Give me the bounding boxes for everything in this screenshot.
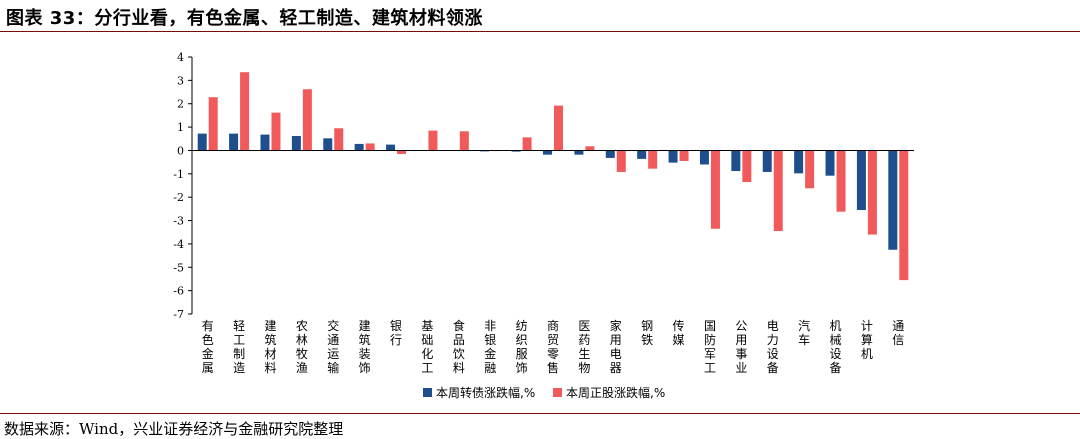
bar-series1 <box>543 150 552 155</box>
bar-series2 <box>742 150 752 182</box>
x-tick-label: 银行 <box>390 319 402 347</box>
bar-series2 <box>805 150 815 189</box>
source-note: 数据来源：Wind，兴业证券经济与金融研究院整理 <box>4 420 344 438</box>
x-tick-label: 机械设备 <box>830 319 842 375</box>
x-tick-label: 家用电器 <box>610 318 622 375</box>
x-tick-label: 基础化工 <box>421 319 433 375</box>
bar-series1 <box>731 150 741 172</box>
bar-series1 <box>794 150 804 174</box>
title-rule <box>0 31 1080 32</box>
bar-series2 <box>522 137 532 151</box>
bar-series2 <box>867 150 877 235</box>
y-tick-label: 0 <box>177 144 184 157</box>
bar-series2 <box>899 150 909 281</box>
legend-item-series2: 本周正股涨跌幅,% <box>553 384 665 401</box>
y-tick-label: 3 <box>177 74 184 87</box>
x-tick-label: 医药生物 <box>578 319 590 375</box>
bar-series1 <box>260 134 270 151</box>
bar-series1 <box>856 150 866 211</box>
bar-series1 <box>574 150 584 155</box>
y-tick-label: -7 <box>173 308 184 321</box>
bar-series2 <box>554 105 563 151</box>
x-tick-label: 汽车 <box>798 318 810 347</box>
bar-series1 <box>229 133 239 151</box>
bar-series2 <box>240 72 250 151</box>
bar-series1 <box>825 150 835 176</box>
bar-series1 <box>605 150 615 158</box>
bar-series1 <box>699 150 709 165</box>
x-tick-label: 有色金属 <box>202 319 214 375</box>
bar-series2 <box>773 150 783 232</box>
bar-series1 <box>354 143 364 151</box>
legend-label-series1: 本周转债涨跌幅,% <box>436 386 536 400</box>
y-tick-label: -5 <box>173 261 184 274</box>
bar-series1 <box>888 150 898 250</box>
y-tick-label: -1 <box>173 168 184 181</box>
bar-series2 <box>710 150 720 229</box>
bar-series1 <box>511 150 521 152</box>
bar-series2 <box>334 128 344 151</box>
x-tick-label: 钢铁 <box>641 319 653 347</box>
source-rule <box>0 413 1080 414</box>
bar-series1 <box>291 135 301 151</box>
x-tick-label: 传媒 <box>673 318 685 347</box>
chart-title: 图表 33：分行业看，有色金属、轻工制造、建筑材料领涨 <box>6 8 483 29</box>
x-tick-label: 食品饮料 <box>453 318 465 375</box>
x-tick-label: 非银金融 <box>484 319 496 375</box>
x-tick-label: 建筑装饰 <box>359 319 371 375</box>
y-tick-label: -3 <box>173 215 184 228</box>
x-tick-label: 交通运输 <box>327 318 339 375</box>
bar-series1 <box>637 150 647 159</box>
bar-series2 <box>302 89 312 151</box>
bar-series2 <box>365 143 375 151</box>
bar-series2 <box>616 150 626 172</box>
bar-series2 <box>836 150 846 212</box>
x-tick-label: 商贸零售 <box>547 318 559 375</box>
x-tick-label: 计算机 <box>861 319 873 361</box>
x-tick-label: 纺织服饰 <box>516 319 528 375</box>
y-tick-label: -6 <box>173 285 184 298</box>
bar-series2 <box>271 112 281 151</box>
x-tick-label: 建筑材料 <box>264 319 276 375</box>
bar-series2 <box>459 131 469 151</box>
bar-series2 <box>585 146 595 151</box>
y-tick-label: -2 <box>173 191 184 204</box>
legend-swatch-series2 <box>553 388 562 397</box>
x-tick-label: 农林牧渔 <box>296 319 308 375</box>
bar-series2 <box>679 150 689 161</box>
bar-series2 <box>397 150 407 154</box>
y-tick-label: 1 <box>177 121 184 134</box>
x-tick-label: 公用事业 <box>735 319 747 375</box>
bar-series1 <box>323 138 333 151</box>
bar-series1 <box>197 133 207 151</box>
bar-series1 <box>762 150 772 172</box>
y-tick-label: -4 <box>173 238 184 251</box>
legend-item-series1: 本周转债涨跌幅,% <box>423 384 535 401</box>
legend-swatch-series1 <box>423 388 432 397</box>
legend-label-series2: 本周正股涨跌幅,% <box>566 386 666 400</box>
x-tick-label: 电力设备 <box>767 319 779 375</box>
bar-series2 <box>208 97 218 151</box>
y-tick-label: 4 <box>177 51 184 64</box>
x-tick-label: 国防军工 <box>704 319 716 375</box>
x-tick-label: 通信 <box>892 319 904 347</box>
bar-series1 <box>668 150 678 163</box>
bar-series2 <box>428 130 438 151</box>
bar-series2 <box>648 150 658 169</box>
x-tick-label: 轻工制造 <box>233 319 245 375</box>
bar-series1 <box>386 144 396 151</box>
y-tick-label: 2 <box>177 98 184 111</box>
